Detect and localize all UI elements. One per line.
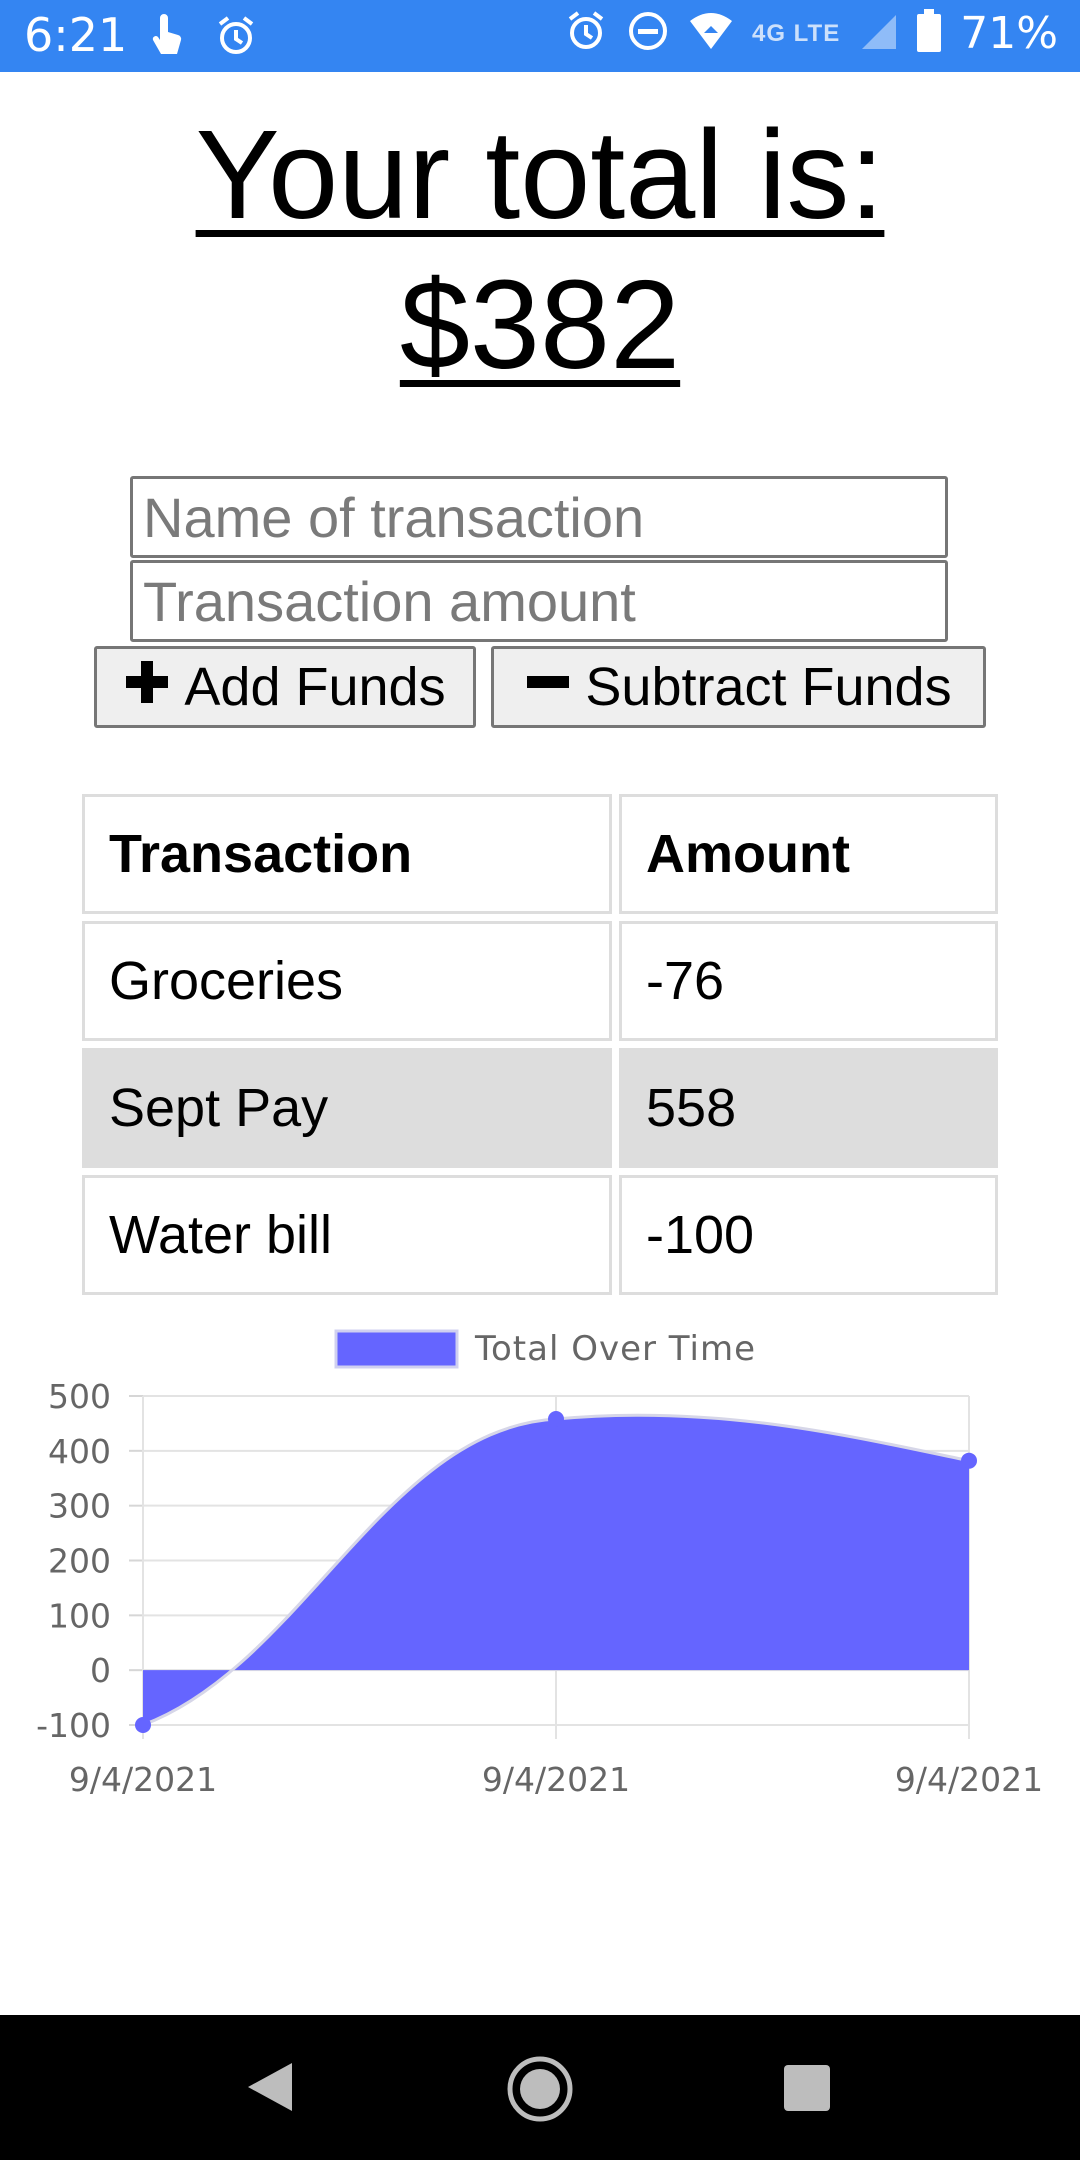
header-transaction: Transaction: [82, 794, 612, 914]
total-value: $382: [399, 254, 681, 395]
y-tick-label: 200: [48, 1542, 111, 1581]
do-not-disturb-icon: [626, 9, 670, 58]
add-funds-label: Add Funds: [184, 657, 446, 717]
total-heading: Your total is: $382: [0, 100, 1080, 400]
x-tick-label: 9/4/2021: [69, 1760, 217, 1799]
table-row-name: Groceries: [82, 921, 612, 1041]
x-tick-label: 9/4/2021: [482, 1760, 630, 1799]
network-type: 4G LTE: [751, 19, 841, 47]
battery-icon: [916, 9, 942, 58]
legend-swatch: [334, 1329, 459, 1369]
y-tick-label: 300: [48, 1487, 111, 1526]
transaction-name-input[interactable]: [130, 476, 948, 558]
transaction-amount-input[interactable]: [130, 560, 948, 642]
add-funds-button[interactable]: Add Funds: [94, 646, 476, 728]
area-fill: [143, 1415, 969, 1725]
data-point: [548, 1411, 564, 1428]
alarm-icon: [214, 14, 258, 63]
y-tick-label: 0: [90, 1651, 111, 1690]
y-tick-label: 500: [48, 1377, 111, 1416]
minus-icon: [525, 656, 571, 718]
home-icon[interactable]: [506, 2055, 574, 2128]
total-label: Your total is:: [195, 104, 885, 245]
signal-icon: [858, 11, 898, 56]
plus-icon: [124, 656, 170, 718]
x-tick-label: 9/4/2021: [895, 1760, 1043, 1799]
data-point: [135, 1717, 151, 1733]
subtract-funds-label: Subtract Funds: [585, 657, 952, 717]
series-line: [142, 1413, 970, 1727]
y-tick-label: -100: [36, 1706, 111, 1745]
table-row-amount: -100: [619, 1175, 998, 1295]
data-point: [961, 1452, 977, 1469]
recents-icon[interactable]: [782, 2063, 832, 2118]
table-row-amount: -76: [619, 921, 998, 1041]
total-over-time-chart: Total Over Time -100 0 100 200 300 400 500 9/4/2…: [36, 1329, 1043, 1799]
status-time: 6:21: [24, 8, 128, 62]
y-tick-label: 400: [48, 1432, 111, 1471]
navigation-bar: [0, 2015, 1080, 2160]
table-row-name: Sept Pay: [82, 1048, 612, 1168]
alarm-icon: [564, 9, 608, 58]
touch-icon: [148, 14, 184, 63]
header-amount: Amount: [619, 794, 998, 914]
status-bar: 6:21 4G LTE 71%: [0, 0, 1080, 72]
battery-percent: 71%: [960, 8, 1058, 59]
y-tick-label: 100: [48, 1596, 111, 1635]
table-row-amount: 558: [619, 1048, 998, 1168]
table-row-name: Water bill: [82, 1175, 612, 1295]
legend-label: Total Over Time: [474, 1329, 756, 1369]
subtract-funds-button[interactable]: Subtract Funds: [491, 646, 986, 728]
back-icon[interactable]: [244, 2059, 294, 2120]
wifi-icon: [688, 11, 734, 56]
